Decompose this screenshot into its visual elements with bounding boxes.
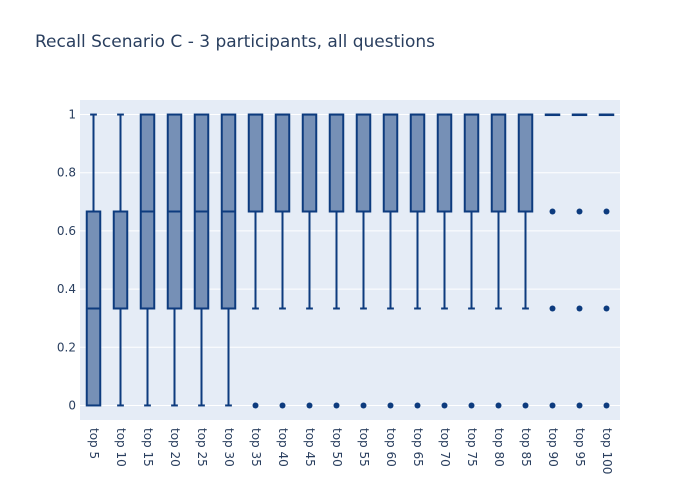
x-tick-label: top 95 [573,428,587,467]
box-13 [436,113,453,409]
outlier-point [576,208,583,215]
box-body [247,113,264,213]
box-1 [112,113,129,407]
box-12 [409,113,426,409]
box-18 [571,113,588,409]
box-2 [139,113,156,407]
outlier-point [468,402,475,409]
box-5 [220,113,237,407]
box-3 [166,113,183,407]
x-tick-label: top 15 [141,428,155,467]
box-body [355,113,372,213]
y-tick-label: 0.4 [57,282,76,296]
box-body [112,210,129,310]
box-4 [193,113,210,407]
y-tick-label: 0 [68,398,76,412]
x-tick-label: top 10 [114,428,128,467]
box-body [274,113,291,213]
outlier-point [603,208,610,215]
x-tick-label: top 60 [384,428,398,467]
outlier-point [549,402,556,409]
x-tick-label: top 45 [303,428,317,467]
outlier-point [522,402,529,409]
outlier-point [549,305,556,312]
x-tick-label: top 25 [195,428,209,467]
y-tick-label: 0.8 [57,166,76,180]
box-11 [382,113,399,409]
outlier-point [414,402,421,409]
y-tick-label: 0.2 [57,340,76,354]
y-tick-label: 0.6 [57,224,76,238]
x-tick-label: top 40 [276,428,290,467]
plot-area [80,100,620,420]
box-14 [463,113,480,409]
x-tick-label: top 30 [222,428,236,467]
x-tick-label: top 100 [600,428,614,474]
box-body [463,113,480,213]
x-tick-label: top 85 [519,428,533,467]
box-body [301,113,318,213]
outlier-point [360,402,367,409]
outlier-point [495,402,502,409]
x-tick-label: top 90 [546,428,560,467]
x-tick-label: top 75 [465,428,479,467]
outlier-point [279,402,286,409]
box-0 [85,113,102,407]
box-8 [301,113,318,409]
outlier-point [333,402,340,409]
box-7 [274,113,291,409]
x-tick-label: top 80 [492,428,506,467]
box-body [436,113,453,213]
box-17 [544,113,561,409]
x-tick-label: top 35 [249,428,263,467]
outlier-point [441,402,448,409]
box-body [382,113,399,213]
x-tick-label: top 5 [87,428,101,459]
outlier-point [387,402,394,409]
box-body [490,113,507,213]
box-19 [598,113,615,409]
y-tick-label: 1 [68,108,76,122]
x-tick-label: top 20 [168,428,182,467]
outlier-point [306,402,313,409]
box-body [517,113,534,213]
box-body [409,113,426,213]
box-10 [355,113,372,409]
outlier-point [603,402,610,409]
box-6 [247,113,264,409]
chart-title: Recall Scenario C - 3 participants, all … [35,32,435,52]
box-body [328,113,345,213]
outlier-point [603,305,610,312]
x-tick-label: top 65 [411,428,425,467]
box-16 [517,113,534,409]
box-15 [490,113,507,409]
x-tick-label: top 55 [357,428,371,467]
outlier-point [576,305,583,312]
outlier-point [576,402,583,409]
x-tick-label: top 50 [330,428,344,467]
outlier-point [252,402,259,409]
box-9 [328,113,345,409]
x-tick-label: top 70 [438,428,452,467]
outlier-point [549,208,556,215]
